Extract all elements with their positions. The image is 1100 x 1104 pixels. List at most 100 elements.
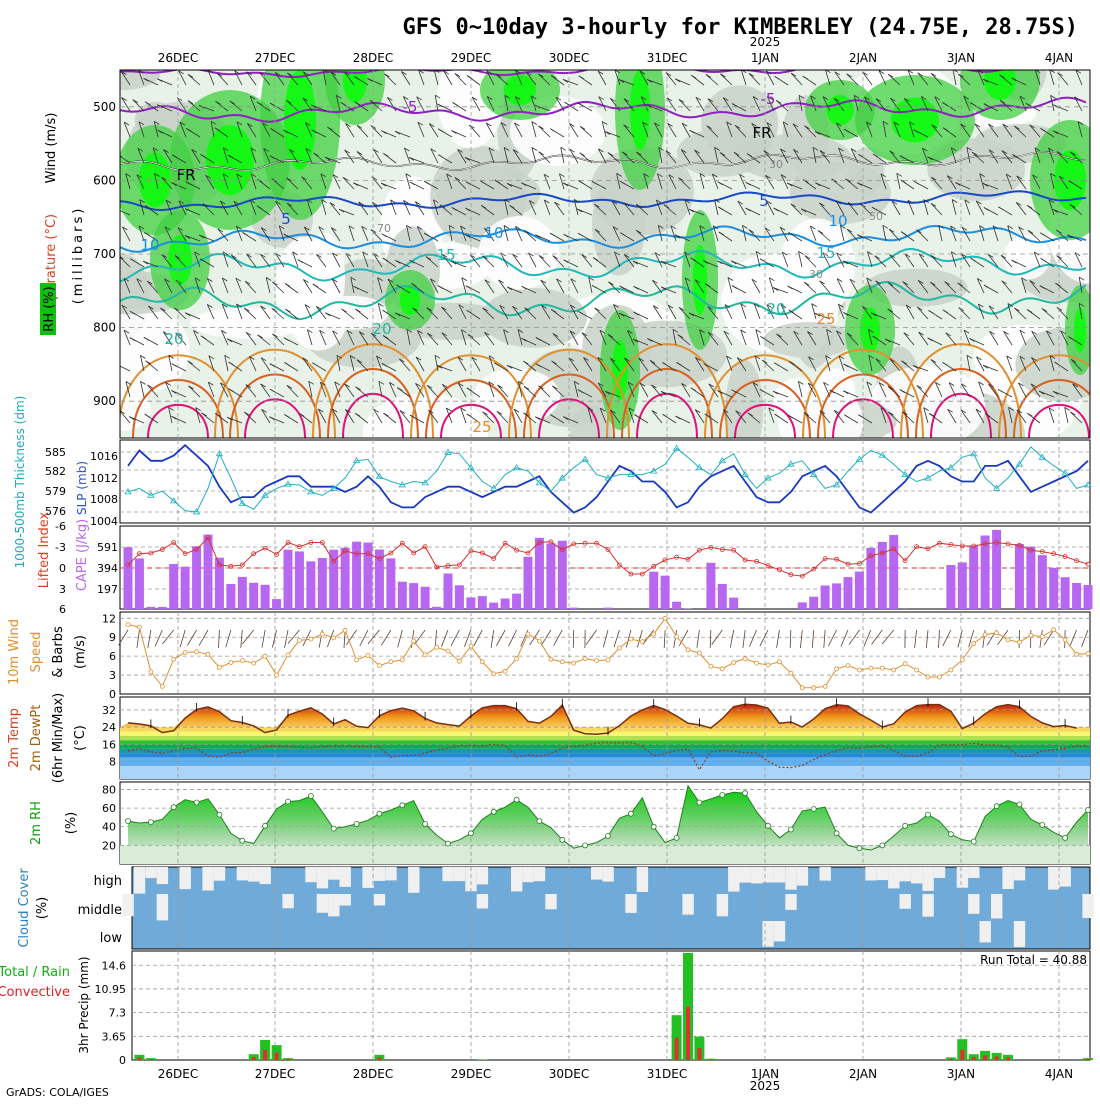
precip-convective-bar: [995, 1056, 999, 1060]
wind10m-speed-marker: [412, 639, 416, 643]
rh2m-marker: [720, 793, 725, 798]
cloud-gap-cell: [214, 867, 225, 881]
precip-convective-bar: [286, 1059, 290, 1060]
cloud-gap-cell: [717, 894, 728, 916]
wind10m-speed-marker: [903, 662, 907, 666]
rh2m-marker: [491, 809, 496, 814]
temp2m-label-3: (6hr Min/Max): [51, 693, 66, 783]
temp2m-label-1: 2m Temp: [7, 708, 22, 768]
cape-bar: [169, 564, 178, 609]
cloud-gap-cell: [362, 867, 373, 888]
cloud-level-low: low: [100, 931, 123, 946]
year-label-top: 2025: [750, 35, 781, 49]
wind10m-speed-marker: [869, 666, 873, 670]
cape-bar: [661, 576, 670, 609]
wind10m-speed-marker: [252, 661, 256, 665]
cloud-gap-cell: [374, 894, 385, 905]
rh2m-marker: [834, 831, 839, 836]
cloud-gap-cell: [820, 867, 831, 881]
contour-label: 50: [869, 210, 883, 223]
rh-green-core: [504, 75, 536, 105]
precip-convective-bar: [686, 1007, 690, 1061]
cloud-gap-cell: [637, 867, 648, 892]
wind10m-speed-marker: [995, 631, 999, 635]
millibars-label: (millibars): [71, 206, 86, 305]
cloud-gap-cell: [785, 894, 796, 910]
wind10m-speed-marker: [755, 661, 759, 665]
axis-tick-label: 20: [102, 839, 116, 852]
rh-green-core: [984, 60, 1016, 100]
cloud-gap-cell: [248, 867, 259, 882]
contour-label: 5: [281, 210, 291, 228]
wind10m-speed-marker: [1040, 635, 1044, 639]
cloud-gap-cell: [122, 894, 133, 916]
precip-convective-bar: [709, 1059, 713, 1060]
year-label-bottom: 2025: [750, 1079, 781, 1093]
bottom-date-label: 29DEC: [451, 1067, 491, 1081]
cape-bar: [729, 598, 738, 609]
cape-bar: [958, 562, 967, 609]
rh-shade-patch: [592, 175, 645, 276]
cloud-gap-cell: [1048, 867, 1059, 890]
rh2m-marker: [331, 826, 336, 831]
wind10m-speed-marker: [1006, 638, 1010, 642]
cape-bar: [318, 558, 327, 609]
wind10m-speed-marker: [892, 668, 896, 672]
cape-bar: [444, 574, 453, 610]
wind10m-speed-marker: [377, 664, 381, 668]
axis-tick-label: 1004: [90, 515, 118, 528]
pressure-tick-label: 500: [93, 100, 116, 114]
precip-axis-label: 3hr Precip (mm): [77, 956, 91, 1053]
wind10m-speed-marker: [195, 650, 199, 654]
wind10m-label-2: Speed: [29, 632, 44, 673]
cape-bar: [226, 584, 235, 609]
axis-tick-label: 582: [45, 465, 66, 478]
cloud-panel: Cloud Cover (%) high middle low: [17, 867, 1094, 949]
cape-bar: [889, 535, 898, 609]
wind10m-speed-marker: [366, 654, 370, 658]
axis-tick-label: 9: [109, 631, 116, 644]
wind10m-frame: [120, 612, 1090, 694]
rh2m-marker: [1086, 808, 1091, 813]
cape-bar: [181, 567, 190, 609]
cape-bar: [295, 551, 304, 609]
contour-label: FR: [176, 166, 195, 184]
cape-bar: [524, 557, 533, 609]
temp-band: [120, 727, 1090, 731]
rh2m-marker: [628, 811, 633, 816]
cape-bar: [409, 583, 418, 609]
wind10m-speed-marker: [389, 660, 393, 664]
lifted-index-axis-label: Lifted Index: [37, 511, 52, 588]
cape-bar: [821, 586, 830, 610]
cloud-gap-cell: [328, 867, 339, 880]
axis-tick-label: 40: [102, 821, 116, 834]
wind10m-speed-marker: [492, 672, 496, 676]
rh2m-marker: [811, 807, 816, 812]
wind10m-label-1: 10m Wind: [7, 619, 22, 685]
wind10m-speed-marker: [663, 616, 667, 620]
wind10m-speed-marker: [469, 644, 473, 648]
axis-tick-label: 197: [97, 583, 118, 596]
top-date-label: 3JAN: [947, 51, 975, 65]
cloud-gap-cell: [968, 894, 979, 914]
temp-band: [120, 753, 1090, 757]
top-date-label: 29DEC: [451, 51, 491, 65]
rh2m-marker: [171, 805, 176, 810]
precip-total-rain-label: Total / Rain: [0, 965, 70, 980]
wind10m-speed-marker: [149, 670, 153, 674]
cape-bar: [706, 563, 715, 609]
cape-bar: [432, 607, 441, 609]
wind10m-speed-marker: [926, 675, 930, 679]
precip-convective-bar: [697, 1048, 701, 1060]
wind10m-speed-marker: [617, 646, 621, 650]
cape-bar: [398, 582, 407, 609]
cape-bar: [672, 602, 681, 609]
cloud-gap-cell: [134, 867, 145, 894]
contour-label: 70: [377, 222, 391, 235]
top-date-label: 31DEC: [647, 51, 687, 65]
wind10m-speed-marker: [1063, 638, 1067, 642]
wind10m-speed-marker: [823, 684, 827, 688]
contour-label: FR: [752, 124, 771, 142]
axis-tick-label: 10.95: [95, 983, 127, 996]
